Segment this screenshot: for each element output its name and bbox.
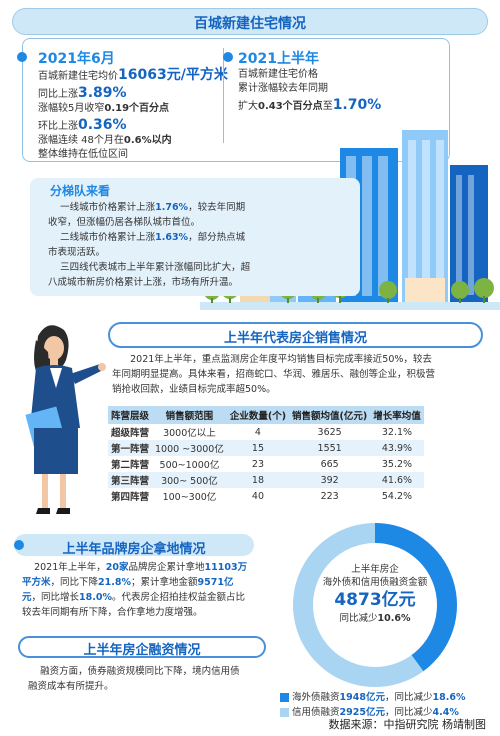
table-cell: 超级阵营 xyxy=(111,428,150,439)
table-cell: 300~ 500亿 xyxy=(152,472,227,488)
table-cell: 第二阵营 xyxy=(111,460,150,471)
table-cell: 54.2% xyxy=(381,490,413,502)
table-cell: 40 xyxy=(251,490,264,502)
table-cell: 1000 ~3000亿 xyxy=(152,440,227,456)
table-cell: 23 xyxy=(251,458,264,470)
presenter-illustration xyxy=(25,325,106,514)
donut-center-text: 上半年房企 海外债和信用债融资金额 4873亿元 同比减少10.6% xyxy=(290,563,460,626)
table-row: 第一阵营 1000 ~3000亿 15 1551 43.9% xyxy=(108,440,424,456)
table-row: 第二阵营 500~1000亿 23 665 35.2% xyxy=(108,456,424,472)
tier-panel xyxy=(30,178,360,296)
table-cell: 223 xyxy=(320,490,339,502)
table-cell: 32.1% xyxy=(381,426,413,438)
header-bar xyxy=(12,8,488,35)
h1-stats: 百城新建住宅价格 累计涨幅较去年同期 扩大0.43个百分点至1.70% xyxy=(238,69,382,113)
donut-total: 4873亿元 xyxy=(334,590,416,610)
bullet-dot xyxy=(17,52,27,62)
land-header-bar xyxy=(14,534,254,556)
donut-legend: 海外债融资1948亿元，同比减少18.6% 信用债融资2925亿元，同比减少4.… xyxy=(280,690,466,720)
june-stats: 百城新建住宅均价16063元/平方米 同比上涨3.89% 涨幅较5月收窄0.19… xyxy=(38,67,228,160)
sales-table: 阵营层级 销售额范围 企业数量(个) 销售额均值(亿元) 增长率均值 超级阵营 3000亿… xyxy=(108,406,424,504)
financing-header xyxy=(18,636,266,658)
table-cell: 4 xyxy=(254,426,261,438)
h1-title: 2021上半年 xyxy=(238,51,319,67)
table-cell: 第三阵营 xyxy=(108,472,153,488)
divider xyxy=(223,48,224,143)
table-header-cell: 销售额均值(亿元) xyxy=(289,406,371,424)
sales-title: 上半年代表房企销售情况 xyxy=(223,331,367,346)
table-header-cell: 企业数量(个) xyxy=(226,406,290,424)
financing-title: 上半年房企融资情况 xyxy=(83,643,201,658)
table-cell: 41.6% xyxy=(370,472,424,488)
june-title: 2021年6月 xyxy=(38,51,115,67)
source-caption: 数据来源：中指研究院 杨靖制图 xyxy=(328,718,487,731)
legend-swatch xyxy=(280,708,289,717)
table-cell: 43.9% xyxy=(370,440,424,456)
sales-description: 2021年上半年，重点监测房企年度平均销售目标完成率接近50%，较去 年同期明显… xyxy=(112,354,436,395)
tier-title: 分梯队来看 xyxy=(50,184,111,198)
sales-header xyxy=(108,322,483,348)
table-cell: 100~300亿 xyxy=(162,492,217,503)
summary-card xyxy=(22,38,450,162)
table-cell: 392 xyxy=(289,472,371,488)
land-description: 2021年上半年，20家品牌房企累计拿地11103万 平方米，同比下降21.8%… xyxy=(22,562,248,618)
legend-swatch xyxy=(280,693,289,702)
table-row: 超级阵营 3000亿以上 4 3625 32.1% xyxy=(108,424,424,440)
table-cell: 1551 xyxy=(289,440,371,456)
tier-content: 一线城市价格累计上涨1.76%，较去年同期 收窄，但涨幅仍居各梯队城市首位。 二… xyxy=(48,202,251,288)
table-header-cell: 阵营层级 xyxy=(108,406,153,424)
legend-item: 海外债融资1948亿元，同比减少18.6% xyxy=(280,690,466,705)
financing-donut-chart xyxy=(293,523,457,687)
table-cell: 3000亿以上 xyxy=(163,428,216,439)
land-title: 上半年品牌房企拿地情况 xyxy=(62,542,206,557)
table-row: 第三阵营 300~ 500亿 18 392 41.6% xyxy=(108,472,424,488)
table-header-cell: 销售额范围 xyxy=(152,406,227,424)
table-row: 第四阵营 100~300亿 40 223 54.2% xyxy=(108,488,424,504)
bullet-dot xyxy=(14,540,24,550)
table-cell: 500~1000亿 xyxy=(159,460,220,471)
table-cell: 第四阵营 xyxy=(111,492,150,503)
table-cell: 3625 xyxy=(317,426,342,438)
bullet-dot xyxy=(223,52,233,62)
table-cell: 665 xyxy=(320,458,339,470)
table-cell: 15 xyxy=(226,440,290,456)
page-title: 百城新建住宅情况 xyxy=(194,16,306,32)
table-header-cell: 增长率均值 xyxy=(370,406,424,424)
legend-item: 信用债融资2925亿元，同比减少4.4% xyxy=(280,705,466,720)
table-cell: 35.2% xyxy=(381,458,413,470)
table-cell: 第一阵营 xyxy=(108,440,153,456)
table-cell: 18 xyxy=(226,472,290,488)
financing-description: 融资方面，债券融资规模同比下降，境内信用债 融资成本有所提升。 xyxy=(28,666,240,692)
